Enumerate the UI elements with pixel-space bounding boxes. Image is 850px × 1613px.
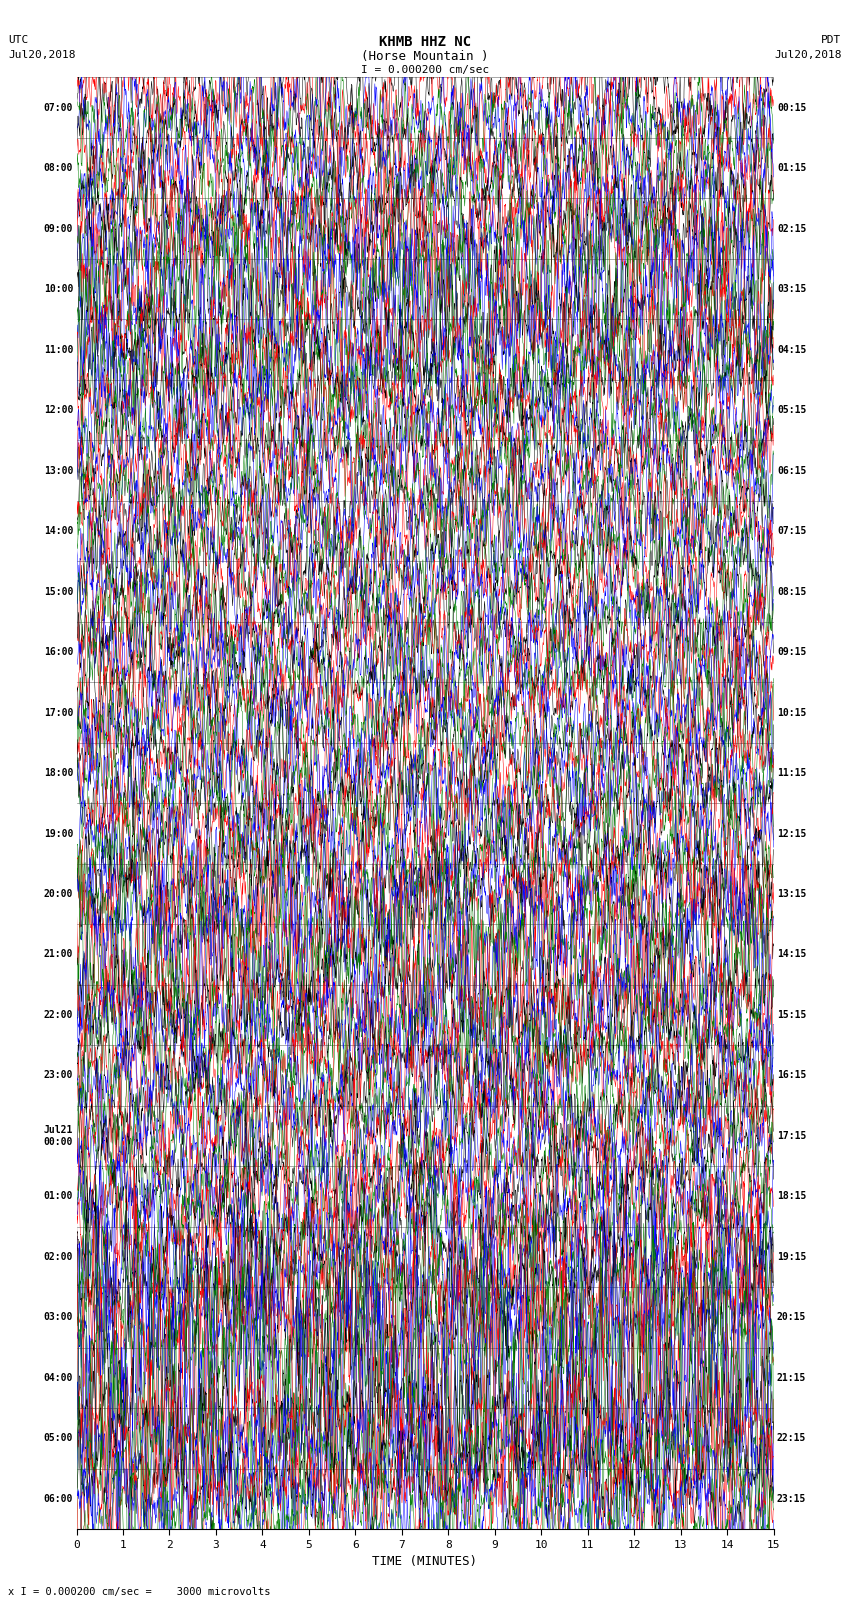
Text: Jul20,2018: Jul20,2018 xyxy=(774,50,842,60)
Text: 20:00: 20:00 xyxy=(43,889,73,898)
Text: 07:15: 07:15 xyxy=(777,526,807,536)
Text: 03:00: 03:00 xyxy=(43,1313,73,1323)
Text: 18:15: 18:15 xyxy=(777,1192,807,1202)
Text: 19:00: 19:00 xyxy=(43,829,73,839)
Text: 16:00: 16:00 xyxy=(43,647,73,656)
Text: 03:15: 03:15 xyxy=(777,284,807,294)
Text: KHMB HHZ NC: KHMB HHZ NC xyxy=(379,35,471,50)
Text: 21:00: 21:00 xyxy=(43,950,73,960)
Text: 06:00: 06:00 xyxy=(43,1494,73,1503)
Text: 09:00: 09:00 xyxy=(43,224,73,234)
Text: 07:00: 07:00 xyxy=(43,103,73,113)
Text: Jul21
00:00: Jul21 00:00 xyxy=(43,1126,73,1147)
Text: 22:15: 22:15 xyxy=(777,1434,807,1444)
Text: 02:00: 02:00 xyxy=(43,1252,73,1261)
Text: 13:00: 13:00 xyxy=(43,466,73,476)
Text: 16:15: 16:15 xyxy=(777,1071,807,1081)
Text: 17:15: 17:15 xyxy=(777,1131,807,1140)
Text: 17:00: 17:00 xyxy=(43,708,73,718)
Text: UTC: UTC xyxy=(8,35,29,45)
Text: 19:15: 19:15 xyxy=(777,1252,807,1261)
Text: 22:00: 22:00 xyxy=(43,1010,73,1019)
Text: 06:15: 06:15 xyxy=(777,466,807,476)
Text: 05:15: 05:15 xyxy=(777,405,807,415)
Text: 12:15: 12:15 xyxy=(777,829,807,839)
Text: 10:15: 10:15 xyxy=(777,708,807,718)
Text: 10:00: 10:00 xyxy=(43,284,73,294)
Text: x I = 0.000200 cm/sec =    3000 microvolts: x I = 0.000200 cm/sec = 3000 microvolts xyxy=(8,1587,271,1597)
Text: 12:00: 12:00 xyxy=(43,405,73,415)
Text: 05:00: 05:00 xyxy=(43,1434,73,1444)
Text: 23:00: 23:00 xyxy=(43,1071,73,1081)
Text: (Horse Mountain ): (Horse Mountain ) xyxy=(361,50,489,63)
Text: 20:15: 20:15 xyxy=(777,1313,807,1323)
Text: 14:15: 14:15 xyxy=(777,950,807,960)
Text: PDT: PDT xyxy=(821,35,842,45)
Text: 18:00: 18:00 xyxy=(43,768,73,777)
Text: 00:15: 00:15 xyxy=(777,103,807,113)
Text: Jul20,2018: Jul20,2018 xyxy=(8,50,76,60)
Text: 23:15: 23:15 xyxy=(777,1494,807,1503)
X-axis label: TIME (MINUTES): TIME (MINUTES) xyxy=(372,1555,478,1568)
Text: 13:15: 13:15 xyxy=(777,889,807,898)
Text: 08:15: 08:15 xyxy=(777,587,807,597)
Text: 01:00: 01:00 xyxy=(43,1192,73,1202)
Text: 04:00: 04:00 xyxy=(43,1373,73,1382)
Text: 11:00: 11:00 xyxy=(43,345,73,355)
Text: 04:15: 04:15 xyxy=(777,345,807,355)
Text: 14:00: 14:00 xyxy=(43,526,73,536)
Text: 21:15: 21:15 xyxy=(777,1373,807,1382)
Text: 15:00: 15:00 xyxy=(43,587,73,597)
Text: 08:00: 08:00 xyxy=(43,163,73,173)
Text: 01:15: 01:15 xyxy=(777,163,807,173)
Text: 02:15: 02:15 xyxy=(777,224,807,234)
Text: 11:15: 11:15 xyxy=(777,768,807,777)
Text: 15:15: 15:15 xyxy=(777,1010,807,1019)
Text: I = 0.000200 cm/sec: I = 0.000200 cm/sec xyxy=(361,65,489,74)
Text: 09:15: 09:15 xyxy=(777,647,807,656)
